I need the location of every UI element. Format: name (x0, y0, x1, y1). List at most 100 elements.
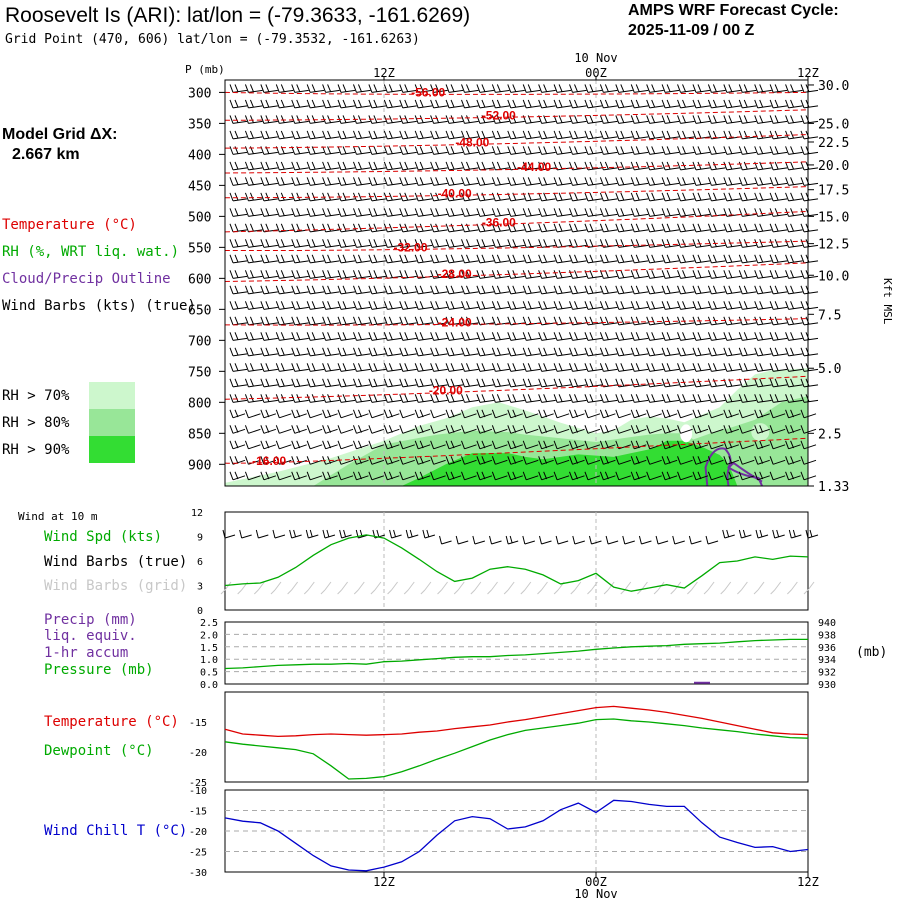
wind-barb-flag (414, 254, 419, 264)
wind-barb (322, 440, 338, 450)
wind-barb-flag (512, 208, 517, 216)
wind-barb-flag (327, 223, 332, 232)
wind-barb-flag (461, 471, 465, 480)
wind-barb (260, 285, 278, 295)
wind-barb-flag (327, 161, 332, 170)
wind-barb-grid (253, 581, 265, 595)
wind-barb (476, 254, 494, 264)
wind-barb-flag (466, 394, 470, 402)
wind-barb-flag (229, 285, 234, 295)
wind-barb (491, 363, 510, 372)
wind-barb-shaft (587, 306, 603, 310)
wind-barb (414, 394, 433, 403)
wind-barb-flag (399, 254, 404, 264)
wind-barb-shaft (224, 581, 232, 591)
wind-barb-flag (507, 425, 512, 434)
wind-barb-flag (461, 409, 465, 418)
wind-barb (322, 99, 340, 109)
wind-barb-flag (599, 301, 604, 310)
wind-barb-shaft (402, 353, 417, 357)
wind-barb-flag (388, 146, 393, 154)
wind-barb-flag (790, 301, 795, 309)
wind-barb-flag (229, 223, 234, 233)
wind-barb-flag (604, 285, 609, 294)
wind-barb-shaft (526, 444, 539, 450)
wind-barb-shaft (557, 291, 572, 295)
wind-barb-flag (491, 440, 496, 449)
wind-barb-flag (461, 254, 465, 264)
wind-barb-flag (759, 316, 764, 325)
wind-barb (769, 239, 788, 248)
wind-barb-flag (512, 177, 517, 185)
wind-barb-shaft (387, 89, 402, 93)
wind-barb-shaft (773, 275, 788, 279)
wind-barb-flag (712, 223, 717, 232)
wind-barb-shaft (757, 136, 772, 140)
wind-barb-flag (769, 440, 774, 449)
wind-barb (584, 99, 603, 109)
wind-barb-flag (635, 84, 640, 92)
wind-barb-shaft (448, 399, 464, 403)
wind-barb-shaft (448, 105, 464, 109)
wind-barb-flag (759, 440, 764, 449)
wind-barb-flag (419, 440, 424, 449)
wind-barb (461, 363, 479, 372)
windchill-y-tick-label: -20 (189, 827, 207, 838)
wind-barb-flag (646, 456, 651, 465)
wind-barb-flag (466, 239, 470, 247)
wind-barb-flag (311, 394, 316, 402)
wind-barb-shaft (526, 291, 541, 295)
wind-barb-shaft (742, 475, 755, 481)
wind-barb-flag (296, 363, 301, 371)
wind-barb-flag (496, 177, 501, 185)
wind-barb-flag (311, 146, 316, 154)
wind-barb-shaft (448, 413, 462, 419)
wind-barb (754, 254, 772, 264)
wind-barb-flag (512, 316, 517, 325)
wind-barb-grid (770, 581, 782, 595)
wind-barb-true (389, 529, 402, 539)
wind-barb (368, 425, 385, 434)
wind-barb-flag (383, 363, 388, 372)
wind-barb-shaft (557, 260, 572, 264)
wind-barb-flag (450, 347, 455, 356)
wind-barb-flag (538, 440, 543, 449)
wind-barb-shaft (680, 182, 695, 186)
right-tick-label: 10.0 (818, 269, 849, 284)
wind-barb (661, 99, 680, 109)
wind-barb-flag (558, 192, 563, 201)
wind-barb-shaft (603, 120, 618, 124)
wind-barb-flag (774, 347, 779, 356)
wind-barb (229, 378, 248, 388)
wind-barb-flag (327, 471, 332, 480)
wind-barb-flag (461, 425, 465, 434)
wind-barb-shaft (572, 368, 587, 372)
wind-barb (244, 425, 261, 434)
wind-barb (754, 471, 770, 481)
wind-barb (646, 409, 662, 419)
wind-barb-flag (342, 394, 347, 402)
wind-barb-shaft (433, 384, 448, 388)
wind-barb-flag (682, 99, 687, 108)
wind-barb (569, 146, 587, 155)
wind-barb-shaft (557, 213, 572, 217)
wind-barb-shaft (248, 167, 263, 171)
wind-barb (306, 208, 325, 217)
wind-barb (584, 130, 603, 140)
wind-barb (584, 425, 601, 434)
wind-barb-flag (337, 254, 342, 264)
wind-barb-flag (661, 332, 666, 341)
wind-barb-flag (404, 208, 409, 216)
wind-barb-shaft (649, 89, 664, 93)
wind-barb-flag (476, 301, 481, 310)
wind-barb-flag (774, 99, 779, 108)
wind-barb-flag (403, 589, 409, 595)
wind-barb-shaft (557, 353, 572, 357)
wind-barb-flag (743, 161, 748, 170)
wind-barb (352, 161, 371, 171)
wind-barb-shaft (665, 291, 680, 295)
wind-barb-flag (584, 378, 589, 387)
wind-barb (599, 394, 618, 403)
wind-barb (275, 270, 294, 279)
wind-barb-shaft (572, 475, 585, 481)
